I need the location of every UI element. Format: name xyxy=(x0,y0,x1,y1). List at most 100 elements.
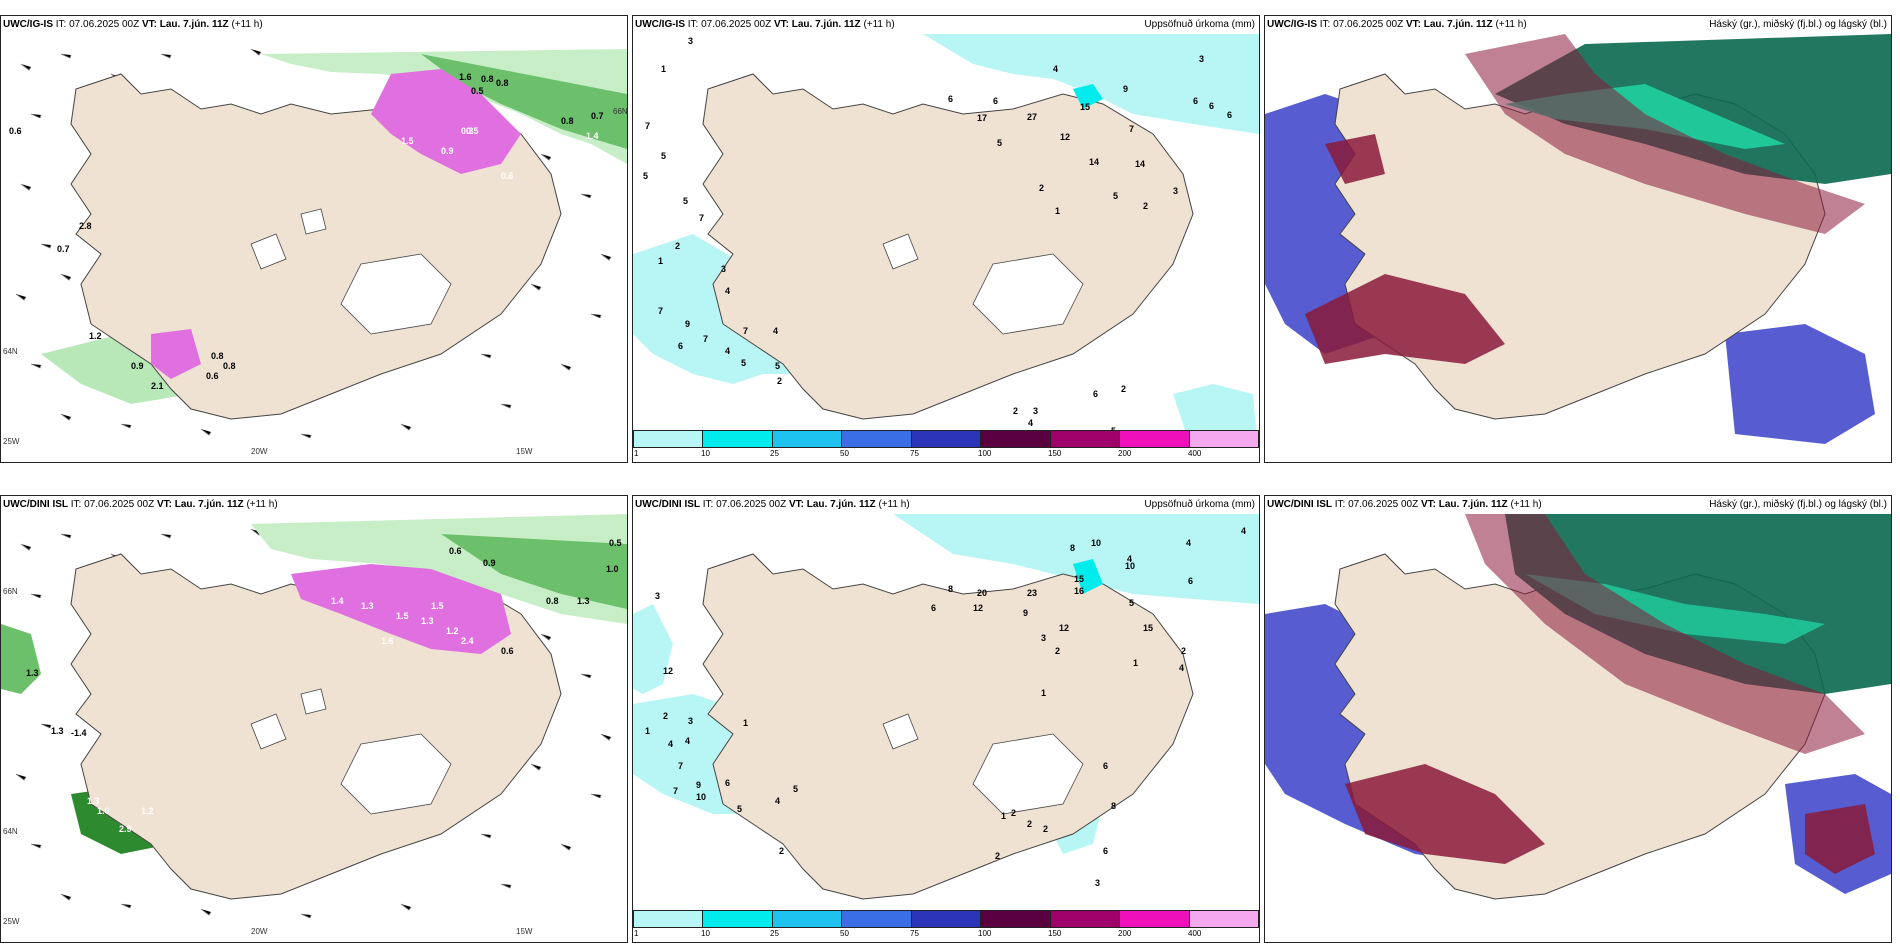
precip-value: 4 xyxy=(1127,554,1132,564)
wind-value: 0.8 xyxy=(211,351,224,361)
wind-value: 2.4 xyxy=(461,636,474,646)
precip-value: 1 xyxy=(1055,206,1060,216)
colorbar-cell xyxy=(1120,430,1190,448)
wind-value: 1.3 xyxy=(87,796,100,806)
precip-value: 3 xyxy=(1199,54,1204,64)
lon-label: 15W xyxy=(516,447,533,456)
precip-value: 4 xyxy=(685,736,690,746)
precip-value: 1 xyxy=(1001,811,1006,821)
colorbar-tick: 50 xyxy=(840,449,849,458)
precip-value: 3 xyxy=(1041,633,1046,643)
precip-value: 3 xyxy=(1033,406,1038,416)
colorbar-cell xyxy=(772,430,843,448)
lon-label: 25W xyxy=(3,917,20,926)
precip-value: 8 xyxy=(948,584,953,594)
precip-value: 3 xyxy=(1173,186,1178,196)
valid-time: VT: Lau. 7.jún. 11Z xyxy=(1420,499,1508,510)
panel-variable: Uppsöfnuð úrkoma (mm) xyxy=(1144,499,1255,510)
cloud-map xyxy=(1265,34,1891,444)
wind-value: 0.6 xyxy=(449,546,462,556)
colorbar-cell xyxy=(981,430,1051,448)
wind-value: 0.5 xyxy=(609,538,622,548)
precip-value: 3 xyxy=(688,36,693,46)
wind-value: 1.6 xyxy=(459,72,472,82)
panel-dini-precip: UWC/DINI ISL IT: 07.06.2025 00Z VT: Lau.… xyxy=(632,495,1260,943)
precip-value: 16 xyxy=(1074,586,1084,596)
wind-value: 0.6 xyxy=(9,126,22,136)
wind-value: 0.6 xyxy=(206,371,219,381)
precip-value: 4 xyxy=(668,739,673,749)
model-name: UWC/IG-IS xyxy=(635,19,685,30)
precip-value: 6 xyxy=(993,96,998,106)
precip-value: 5 xyxy=(1129,598,1134,608)
colorbar-cell xyxy=(1050,430,1121,448)
panel-variable: Háský (gr.), miðský (fj.bl.) og lágský (… xyxy=(1709,499,1887,510)
precip-value: 10 xyxy=(1125,561,1135,571)
mid-cloud-area xyxy=(1465,34,1865,234)
precip-value: 9 xyxy=(696,780,701,790)
precip-value: 3 xyxy=(688,716,693,726)
precip-value: 1 xyxy=(1041,688,1046,698)
wind-value: 1.3 xyxy=(361,601,374,611)
panel-header: UWC/DINI ISL IT: 07.06.2025 00Z VT: Lau.… xyxy=(1267,499,1542,510)
precip-value: 9 xyxy=(1123,84,1128,94)
model-name: UWC/IG-IS xyxy=(1267,19,1317,30)
precip-value: 2 xyxy=(1121,384,1126,394)
colorbar-cell xyxy=(911,910,982,928)
precip-value: 4 xyxy=(725,346,730,356)
wind-value: 0.5 xyxy=(471,86,484,96)
wind-value: 1.2 xyxy=(141,806,154,816)
colorbar-cell xyxy=(703,430,773,448)
precip-area-north xyxy=(893,514,1259,604)
wind-value: 0.6 xyxy=(501,171,514,181)
model-name: UWC/DINI ISL xyxy=(3,499,68,510)
green-wind-area-core xyxy=(421,54,627,149)
precip-value: 6 xyxy=(1193,96,1198,106)
wind-value: 1.4 xyxy=(586,131,599,141)
wind-value: 0.6 xyxy=(501,646,514,656)
colorbar-tick: 150 xyxy=(1048,929,1062,938)
lead-time: (+11 h) xyxy=(878,499,910,510)
precip-value: 6 xyxy=(1093,389,1098,399)
wind-value: 0.8 xyxy=(496,78,509,88)
precip-value: 3 xyxy=(721,264,726,274)
colorbar-tick: 25 xyxy=(770,449,779,458)
precip-cyan-core xyxy=(1073,84,1103,109)
precip-value: 7 xyxy=(703,334,708,344)
precip-value: 10 xyxy=(1091,538,1101,548)
precip-magenta-north xyxy=(371,69,521,174)
glaciers xyxy=(882,233,1084,335)
precip-value: 6 xyxy=(678,341,683,351)
precip-value: 5 xyxy=(793,784,798,794)
precip-value: 4 xyxy=(1186,538,1191,548)
precip-value: 12 xyxy=(1059,623,1069,633)
green-wind-area-core xyxy=(441,534,627,609)
colorbar-tick: 75 xyxy=(910,449,919,458)
wind-value: 1.5 xyxy=(401,136,414,146)
model-name: UWC/DINI ISL xyxy=(1267,499,1332,510)
precip-value: 7 xyxy=(645,121,650,131)
colorbar-tick: 100 xyxy=(978,449,992,458)
mid-cloud-area xyxy=(1465,514,1865,754)
wind-value: 1.2 xyxy=(446,626,459,636)
precip-value: 2 xyxy=(779,846,784,856)
precip-value: 14 xyxy=(1135,159,1145,169)
lat-label: 66N xyxy=(613,107,627,116)
init-time: IT: 07.06.2025 00Z xyxy=(55,19,140,30)
precip-value: 4 xyxy=(1028,418,1033,428)
wind-value: 1.3 xyxy=(51,726,64,736)
precip-value: 7 xyxy=(743,326,748,336)
wind-barbs xyxy=(15,48,612,439)
lon-label: 25W xyxy=(3,437,20,446)
precip-value: 17 xyxy=(977,113,987,123)
wind-value: 0.7 xyxy=(591,111,604,121)
precip-value: 7 xyxy=(658,306,663,316)
glaciers xyxy=(882,713,1084,815)
cloud-map xyxy=(1265,514,1891,900)
init-time: IT: 07.06.2025 00Z xyxy=(1319,19,1404,30)
wind-value: 1.0 xyxy=(606,564,619,574)
precip-value: 5 xyxy=(737,804,742,814)
precip-value: 1 xyxy=(661,64,666,74)
precip-value: 9 xyxy=(1023,608,1028,618)
precip-value: 5 xyxy=(683,196,688,206)
